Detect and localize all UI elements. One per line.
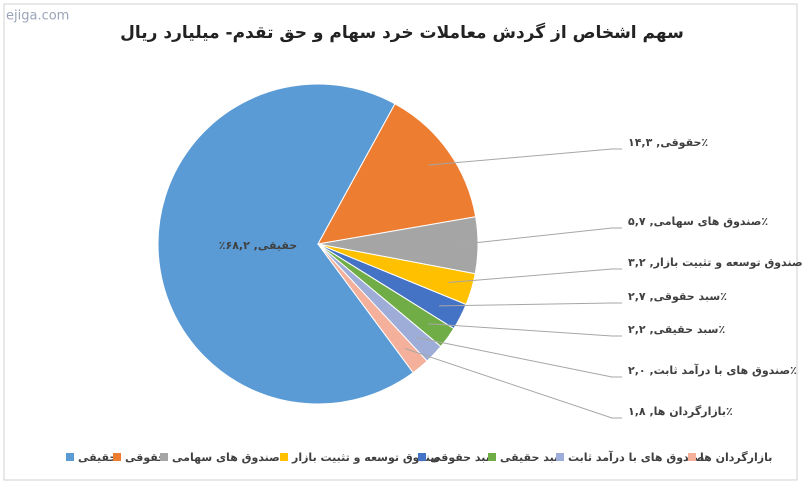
pie-slice bbox=[317, 243, 428, 374]
leader-line bbox=[428, 148, 622, 166]
legend-swatch bbox=[113, 453, 121, 461]
pie-slice bbox=[317, 103, 477, 245]
legend-label: حقوقی bbox=[125, 451, 166, 464]
legend-swatch bbox=[556, 453, 564, 461]
legend-label: صندوق های با درآمد ثابت bbox=[568, 450, 705, 464]
legend-label: بازارگردان ها bbox=[700, 451, 772, 464]
legend-label: صندوق های سهامی bbox=[172, 451, 280, 464]
legend-label: حقیقی bbox=[78, 451, 117, 464]
legend-label: سبد حقوقی bbox=[430, 451, 497, 464]
legend-swatch bbox=[66, 453, 74, 461]
watermark: ejiga.com bbox=[6, 9, 69, 24]
legend-label: صندوق توسعه و تثبیت بازار bbox=[291, 451, 441, 464]
data-label: صندوق های سهامی, ۵,۷٪ bbox=[628, 215, 768, 228]
leader-line bbox=[428, 323, 622, 337]
legend-label: سبد حقیقی bbox=[500, 451, 565, 464]
leader-line bbox=[439, 302, 622, 307]
leader-line bbox=[416, 337, 622, 378]
data-label: سبد حقوقی, ۲,۷٪ bbox=[628, 290, 727, 303]
leader-line bbox=[404, 348, 622, 419]
chart-title: سهم اشخاص از گردش معاملات خرد سهام و حق … bbox=[120, 22, 684, 43]
legend-swatch bbox=[418, 453, 426, 461]
legend-swatch bbox=[488, 453, 496, 461]
legend-swatch bbox=[160, 453, 168, 461]
data-label: بازارگردان ها, ۱,۸٪ bbox=[628, 405, 733, 418]
data-label: صندوق توسعه و تثبیت بازار, ۳,۲٪ bbox=[628, 256, 802, 269]
data-label: سبد حقیقی, ۲,۲٪ bbox=[628, 323, 725, 336]
leader-line bbox=[448, 268, 622, 284]
data-label: حقیقی, ۶۸,۲٪ bbox=[219, 239, 297, 252]
legend-swatch bbox=[688, 453, 696, 461]
legend-swatch bbox=[280, 453, 288, 461]
pie-slice bbox=[157, 83, 414, 405]
leader-line bbox=[453, 227, 622, 246]
data-label: حقوقی, ۱۴,۳٪ bbox=[628, 136, 708, 149]
data-label: صندوق های با درآمد ثابت, ۲,۰٪ bbox=[628, 363, 797, 377]
